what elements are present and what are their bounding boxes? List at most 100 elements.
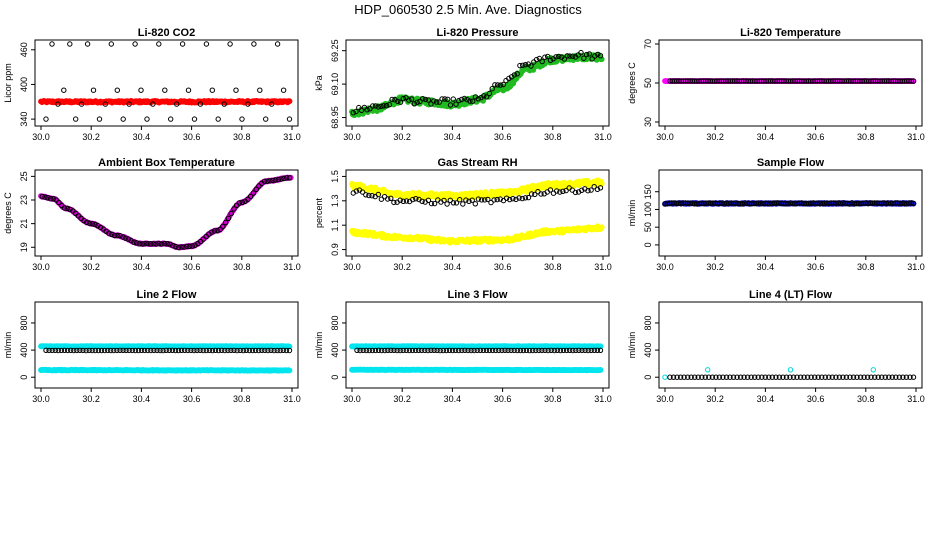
x-axis: 30.0 30.2 30.4 30.6 30.8 31.0 bbox=[343, 126, 612, 142]
data-point bbox=[417, 98, 423, 105]
data-point bbox=[257, 87, 263, 93]
data-point bbox=[134, 240, 140, 246]
x-tick-label: 30.0 bbox=[656, 132, 674, 142]
x-tick-label: 31.0 bbox=[283, 394, 301, 404]
x-tick-label: 30.0 bbox=[656, 262, 674, 272]
data-point bbox=[222, 219, 229, 226]
data-point bbox=[514, 71, 520, 77]
y-axis: 30 50 70 bbox=[643, 39, 659, 127]
data-point bbox=[220, 223, 226, 230]
x-tick-label: 30.8 bbox=[857, 132, 875, 142]
panel-title: Ambient Box Temperature bbox=[98, 157, 235, 169]
y-tick-label: 69.10 bbox=[330, 73, 340, 96]
data-point bbox=[547, 57, 554, 63]
y-tick-label: 0.9 bbox=[330, 243, 340, 256]
y-axis-label: kPa bbox=[314, 75, 324, 91]
data-point bbox=[414, 99, 420, 106]
data-point bbox=[350, 110, 356, 116]
data-point bbox=[114, 232, 121, 239]
data-point bbox=[247, 193, 254, 200]
data-point bbox=[185, 87, 192, 93]
x-tick-label: 30.6 bbox=[494, 394, 512, 404]
x-axis: 30.0 30.2 30.4 30.6 30.8 31.0 bbox=[343, 256, 612, 272]
y-axis: 340 400 460 bbox=[19, 42, 35, 127]
data-point bbox=[117, 233, 123, 239]
data-point bbox=[164, 241, 171, 247]
data-point bbox=[456, 97, 462, 104]
y-axis: 0 400 800 bbox=[19, 315, 35, 380]
series-black bbox=[667, 78, 917, 84]
x-tick-label: 30.2 bbox=[393, 394, 411, 404]
data-point bbox=[284, 175, 290, 181]
data-point bbox=[375, 104, 381, 110]
x-tick-label: 30.6 bbox=[494, 262, 512, 272]
data-point bbox=[581, 55, 587, 61]
data-point bbox=[39, 193, 45, 200]
panel-title: Sample Flow bbox=[757, 157, 825, 169]
data-point bbox=[392, 97, 398, 103]
data-series-group bbox=[349, 49, 605, 119]
data-point bbox=[245, 196, 251, 203]
data-point bbox=[267, 178, 273, 184]
plot-frame bbox=[34, 169, 299, 257]
x-tick-label: 31.0 bbox=[283, 262, 301, 272]
data-point bbox=[286, 116, 293, 122]
x-tick-label: 30.0 bbox=[343, 394, 361, 404]
data-point bbox=[536, 55, 543, 62]
data-point bbox=[67, 206, 73, 213]
data-point bbox=[90, 87, 97, 93]
series-yellow_low bbox=[349, 223, 605, 246]
y-axis: 0 50 100 150 bbox=[643, 184, 659, 247]
data-point bbox=[422, 96, 429, 103]
data-point bbox=[428, 101, 434, 107]
data-point bbox=[458, 96, 465, 103]
data-point bbox=[570, 53, 576, 59]
data-point bbox=[178, 244, 184, 250]
data-point bbox=[586, 51, 593, 57]
y-axis-label: degrees C bbox=[3, 192, 13, 234]
data-point bbox=[286, 367, 293, 374]
data-point bbox=[203, 41, 210, 47]
y-tick-label: 50 bbox=[643, 78, 653, 88]
data-series-group bbox=[349, 343, 604, 374]
data-point bbox=[553, 54, 559, 60]
series-cyan_low bbox=[349, 366, 604, 374]
data-point bbox=[161, 240, 168, 247]
data-point bbox=[578, 49, 584, 56]
data-point bbox=[545, 53, 551, 60]
y-tick-label: 19 bbox=[19, 242, 29, 252]
y-axis-label: degrees C bbox=[627, 62, 637, 104]
panel-title: Line 3 Flow bbox=[448, 289, 508, 301]
data-point bbox=[150, 241, 157, 247]
data-point bbox=[184, 243, 190, 250]
data-point bbox=[126, 101, 132, 107]
panel-title: Gas Stream RH bbox=[437, 157, 517, 169]
y-tick-label: 340 bbox=[19, 112, 29, 127]
x-tick-label: 30.4 bbox=[757, 394, 775, 404]
data-point bbox=[597, 53, 604, 59]
data-point bbox=[97, 224, 104, 231]
data-point bbox=[139, 241, 146, 247]
y-axis: 0 400 800 bbox=[643, 315, 659, 380]
y-axis: 0 400 800 bbox=[330, 315, 346, 380]
y-tick-label: 1.1 bbox=[330, 219, 340, 232]
data-point bbox=[483, 94, 490, 100]
data-point bbox=[461, 95, 468, 102]
data-point bbox=[370, 103, 376, 109]
data-point bbox=[92, 221, 98, 228]
x-tick-label: 30.6 bbox=[807, 132, 825, 142]
x-tick-label: 30.8 bbox=[857, 262, 875, 272]
data-point bbox=[411, 101, 418, 107]
x-tick-label: 30.0 bbox=[343, 132, 361, 142]
x-tick-label: 30.2 bbox=[82, 132, 100, 142]
x-tick-label: 30.0 bbox=[656, 394, 674, 404]
data-point bbox=[397, 99, 404, 105]
data-point bbox=[106, 230, 112, 236]
data-point bbox=[460, 201, 466, 207]
panel-title: Li-820 Pressure bbox=[437, 27, 519, 39]
data-point bbox=[55, 101, 61, 107]
y-tick-label: 400 bbox=[19, 343, 29, 358]
data-point bbox=[168, 116, 174, 122]
